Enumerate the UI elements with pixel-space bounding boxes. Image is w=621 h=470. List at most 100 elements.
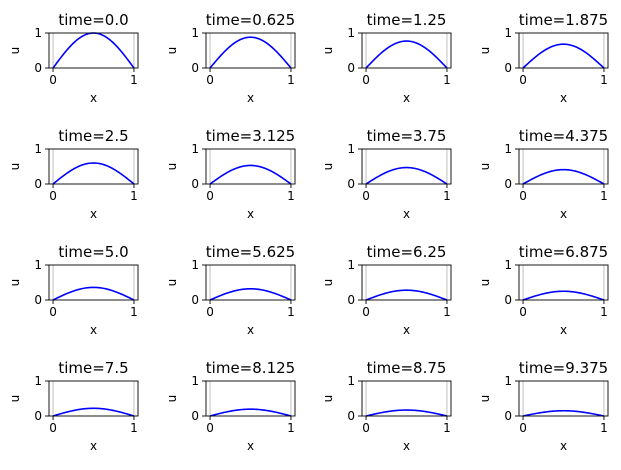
x-axis-label: x xyxy=(90,207,97,221)
axes-frame xyxy=(518,32,609,69)
subplot-title: time=8.125 xyxy=(206,359,295,377)
x-axis-label: x xyxy=(560,91,567,105)
x-axis-label: x xyxy=(560,207,567,221)
y-tick-label: 1 xyxy=(34,142,42,156)
y-axis-label: u xyxy=(478,395,492,403)
series-line xyxy=(209,408,292,417)
axes-frame xyxy=(361,148,452,185)
x-axis-label: x xyxy=(403,91,410,105)
axes-frame xyxy=(518,264,609,301)
series-line xyxy=(522,168,605,185)
y-axis-label: u xyxy=(8,47,22,55)
x-axis-label: x xyxy=(403,323,410,337)
x-axis-label: x xyxy=(560,323,567,337)
y-axis-label: u xyxy=(165,395,179,403)
subplot-title: time=8.75 xyxy=(367,359,447,377)
subplot-title: time=0.0 xyxy=(58,11,128,29)
x-tick-label: 0 xyxy=(206,305,214,319)
series-line xyxy=(365,289,448,301)
series-line xyxy=(365,409,448,417)
x-tick-label: 0 xyxy=(519,305,527,319)
series-line xyxy=(52,162,135,185)
subplot-title: time=3.75 xyxy=(367,127,447,145)
subplot-title: time=3.125 xyxy=(206,127,295,145)
y-axis-label: u xyxy=(478,163,492,171)
y-tick-label: 1 xyxy=(347,258,355,272)
x-axis-label: x xyxy=(90,91,97,105)
y-tick-label: 0 xyxy=(191,177,199,191)
subplot-6: 0 1 0 1 x u time=3.75 xyxy=(321,127,452,221)
y-tick-label: 1 xyxy=(347,142,355,156)
subplot-title: time=9.375 xyxy=(519,359,608,377)
x-tick-label: 0 xyxy=(362,421,370,435)
subplot-10: 0 1 0 1 x u time=6.25 xyxy=(321,243,452,337)
y-tick-label: 0 xyxy=(191,409,199,423)
y-axis-label: u xyxy=(321,47,335,55)
y-tick-label: 1 xyxy=(34,26,42,40)
subplot-4: 0 1 0 1 x u time=2.5 xyxy=(8,127,139,221)
x-tick-label: 0 xyxy=(519,421,527,435)
y-tick-label: 0 xyxy=(34,177,42,191)
x-axis-label: x xyxy=(403,207,410,221)
series-line xyxy=(52,32,135,69)
y-tick-label: 1 xyxy=(347,26,355,40)
x-axis-label: x xyxy=(403,439,410,453)
y-tick-label: 0 xyxy=(347,61,355,75)
y-tick-label: 0 xyxy=(191,293,199,307)
series-line xyxy=(209,287,292,301)
y-tick-label: 0 xyxy=(191,61,199,75)
x-tick-label: 1 xyxy=(443,305,451,319)
axes-frame xyxy=(361,32,452,69)
x-tick-label: 0 xyxy=(519,189,527,203)
subplot-1: 0 1 0 1 x u time=0.625 xyxy=(165,11,296,105)
subplot-15: 0 1 0 1 x u time=9.375 xyxy=(478,359,609,453)
subplot-11: 0 1 0 1 x u time=6.875 xyxy=(478,243,609,337)
y-tick-label: 0 xyxy=(34,409,42,423)
y-axis-label: u xyxy=(8,163,22,171)
series-line xyxy=(52,407,135,417)
y-tick-label: 0 xyxy=(347,177,355,191)
x-tick-label: 1 xyxy=(287,305,295,319)
y-tick-label: 0 xyxy=(34,61,42,75)
series-line xyxy=(209,164,292,185)
x-tick-label: 0 xyxy=(206,421,214,435)
x-tick-label: 0 xyxy=(49,189,57,203)
x-tick-label: 0 xyxy=(362,305,370,319)
subplot-title: time=1.875 xyxy=(519,11,608,29)
y-tick-label: 1 xyxy=(191,26,199,40)
y-tick-label: 0 xyxy=(347,293,355,307)
y-axis-label: u xyxy=(8,395,22,403)
subplot-title: time=6.25 xyxy=(367,243,447,261)
x-tick-label: 0 xyxy=(519,73,527,87)
axes-frame xyxy=(48,264,139,301)
y-tick-label: 0 xyxy=(504,61,512,75)
x-tick-label: 1 xyxy=(287,73,295,87)
axes-frame xyxy=(205,148,296,185)
axes-frame xyxy=(205,380,296,417)
x-tick-label: 0 xyxy=(206,73,214,87)
series-line xyxy=(209,36,292,69)
series-line xyxy=(522,43,605,69)
subplot-13: 0 1 0 1 x u time=8.125 xyxy=(165,359,296,453)
y-axis-label: u xyxy=(165,163,179,171)
axes-frame xyxy=(518,380,609,417)
x-axis-label: x xyxy=(247,323,254,337)
subplot-title: time=1.25 xyxy=(367,11,447,29)
x-tick-label: 1 xyxy=(600,421,608,435)
y-axis-label: u xyxy=(8,279,22,287)
y-tick-label: 0 xyxy=(504,293,512,307)
axes-frame xyxy=(361,380,452,417)
y-tick-label: 1 xyxy=(347,374,355,388)
x-tick-label: 0 xyxy=(362,73,370,87)
y-axis-label: u xyxy=(478,47,492,55)
x-tick-label: 1 xyxy=(287,421,295,435)
y-axis-label: u xyxy=(321,279,335,287)
x-tick-label: 0 xyxy=(49,421,57,435)
y-axis-label: u xyxy=(321,163,335,171)
subplot-title: time=5.0 xyxy=(58,243,128,261)
axes-frame xyxy=(48,148,139,185)
subplot-title: time=6.875 xyxy=(519,243,608,261)
y-tick-label: 1 xyxy=(34,258,42,272)
y-tick-label: 1 xyxy=(191,374,199,388)
axes-frame xyxy=(205,264,296,301)
